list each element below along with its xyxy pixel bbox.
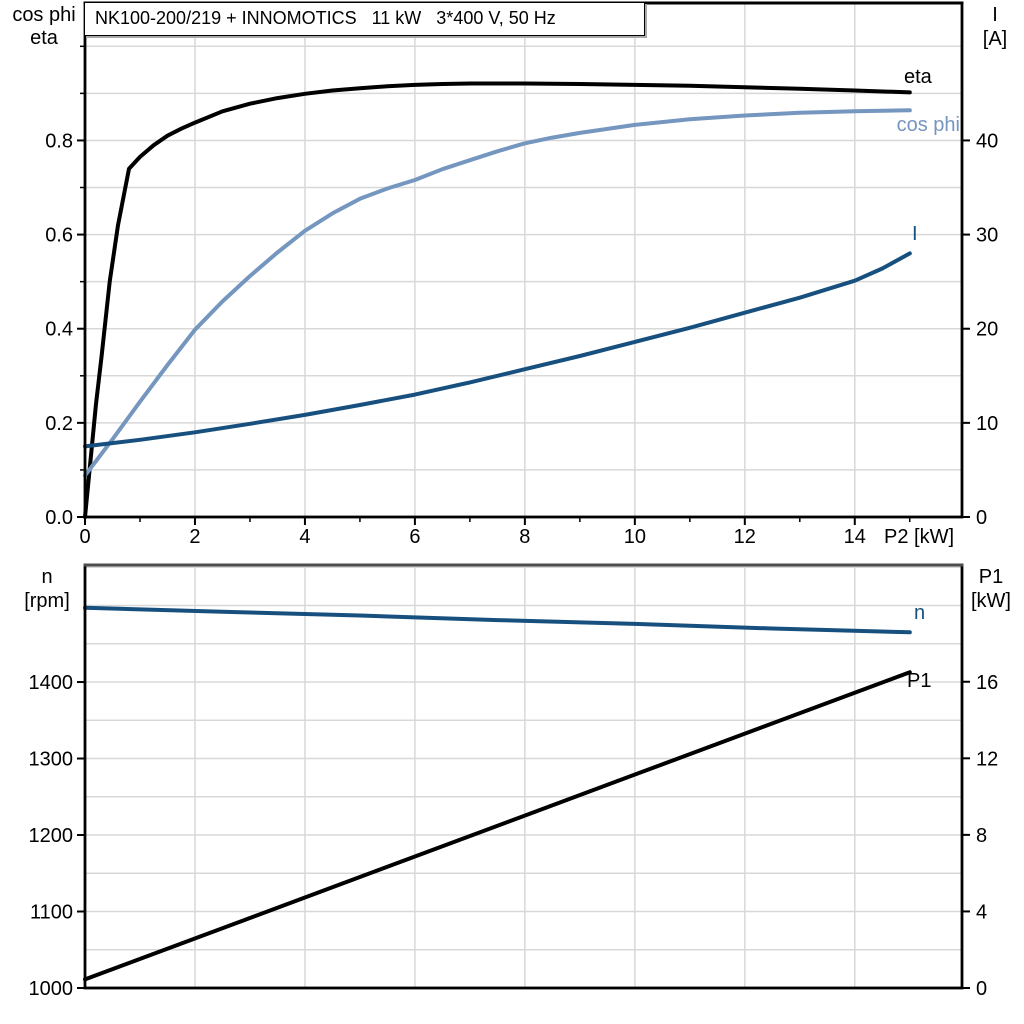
- bottom-right-axis-title-line1: P1: [978, 566, 1004, 588]
- x-tick-label: 10: [624, 526, 646, 548]
- curve-P1: [83, 670, 912, 982]
- x-tick-label: 2: [189, 526, 200, 548]
- right-tick-label: 12: [976, 748, 998, 770]
- curve-cos-phi: [83, 108, 912, 478]
- top-left-axis-title-line1: cos phi: [12, 4, 76, 26]
- x-tick-label: 6: [409, 526, 420, 548]
- bottom-left-axis-title-line2: [rpm]: [24, 590, 70, 612]
- chart-title-box: NK100-200/219 + INNOMOTICS 11 kW 3*400 V…: [84, 2, 645, 36]
- chart-0-gridlines: [85, 3, 962, 517]
- curve-label-cos-phi: cos phi: [897, 114, 960, 136]
- curve-n: [83, 605, 912, 635]
- x-tick-label: 4: [299, 526, 310, 548]
- right-tick-label: 30: [976, 225, 998, 247]
- left-tick-label: 0.4: [45, 319, 73, 341]
- curve-label-n: n: [914, 602, 925, 624]
- left-tick-label: 0.2: [45, 413, 73, 435]
- left-tick-label: 1400: [29, 672, 74, 694]
- right-tick-label: 20: [976, 319, 998, 341]
- x-tick-label: 0: [79, 526, 90, 548]
- left-tick-label: 0.8: [45, 130, 73, 152]
- x-axis-unit-label: P2 [kW]: [884, 526, 954, 548]
- chart-0-ticks: 0.8 0.6 0.4 0.2 0.0 40 30 20 10 0 0 2 4 6 8 10 12 14 P2 [k…: [45, 45, 998, 548]
- chart-0: eta cos phi I 0.8 0.6 0.4 0.2 0.0 40 30 20 10 0 0 2 4 6 8…: [45, 1, 998, 548]
- left-tick-label: 1100: [30, 902, 73, 924]
- curve-label-I: I: [912, 223, 918, 245]
- x-tick-label: 8: [519, 526, 530, 548]
- bottom-left-axis-title-line1: n: [41, 566, 53, 588]
- left-tick-label: 0.6: [45, 225, 73, 247]
- top-right-axis-title-line1: I: [992, 4, 998, 26]
- curve-eta: [83, 81, 912, 519]
- chart-1-ticks: 1400 1300 1200 1100 1000 16 12 8 4 0: [29, 672, 999, 1000]
- left-tick-label: 1000: [29, 978, 74, 1000]
- chart-0-frame: [83, 1, 964, 519]
- right-tick-label: 8: [976, 825, 987, 847]
- right-tick-label: 0: [976, 507, 987, 529]
- bottom-right-axis-title-line2: [kW]: [971, 590, 1011, 612]
- top-right-axis-title-line2: [A]: [982, 28, 1008, 50]
- curve-I: [83, 251, 912, 449]
- right-tick-label: 0: [976, 978, 987, 1000]
- right-tick-label: 10: [976, 413, 998, 435]
- chart-1-frame: [83, 563, 964, 990]
- left-tick-label: 1300: [29, 749, 74, 771]
- x-tick-label: 14: [844, 526, 866, 548]
- left-tick-label: 1200: [29, 825, 74, 847]
- top-left-axis-title-line2: eta: [30, 27, 58, 49]
- right-tick-label: 40: [976, 130, 998, 152]
- chart-1-gridlines: [85, 565, 962, 988]
- curve-label-eta: eta: [904, 66, 933, 88]
- curve-label-P1: P1: [907, 670, 931, 692]
- x-tick-label: 12: [734, 526, 756, 548]
- right-tick-label: 16: [976, 672, 998, 694]
- chart-1: n P1 1400 1300 1200 1100 1000 16 12 8 4 0: [29, 563, 999, 1000]
- left-tick-label: 0.0: [45, 507, 73, 529]
- right-tick-label: 4: [976, 901, 987, 923]
